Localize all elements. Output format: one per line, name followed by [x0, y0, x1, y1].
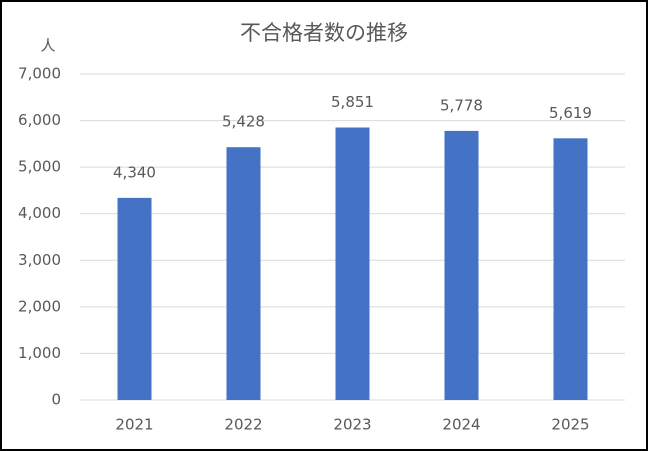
y-tick-label: 2,000: [18, 297, 61, 315]
y-tick-label: 0: [51, 391, 61, 409]
y-axis-unit: 人: [40, 37, 55, 55]
y-tick-label: 1,000: [18, 344, 61, 362]
y-tick-label: 5,000: [18, 158, 61, 176]
x-tick-label: 2024: [442, 416, 480, 434]
bar: [226, 147, 261, 400]
data-label: 4,340: [113, 163, 156, 181]
bar: [117, 197, 152, 400]
y-tick-label: 3,000: [18, 251, 61, 269]
x-tick-label: 2022: [224, 416, 262, 434]
data-label: 5,778: [440, 96, 483, 114]
bar: [335, 127, 370, 401]
bar: [444, 130, 479, 400]
y-tick-label: 7,000: [18, 65, 61, 83]
bar: [553, 138, 588, 401]
data-label: 5,619: [549, 104, 592, 122]
y-tick-label: 6,000: [18, 111, 61, 129]
y-tick-label: 4,000: [18, 204, 61, 222]
x-tick-label: 2023: [333, 416, 371, 434]
chart-title: 不合格者数の推移: [240, 21, 408, 45]
data-label: 5,428: [222, 113, 265, 131]
x-tick-label: 2025: [551, 416, 589, 434]
x-tick-label: 2021: [115, 416, 153, 434]
data-label: 5,851: [331, 93, 374, 111]
